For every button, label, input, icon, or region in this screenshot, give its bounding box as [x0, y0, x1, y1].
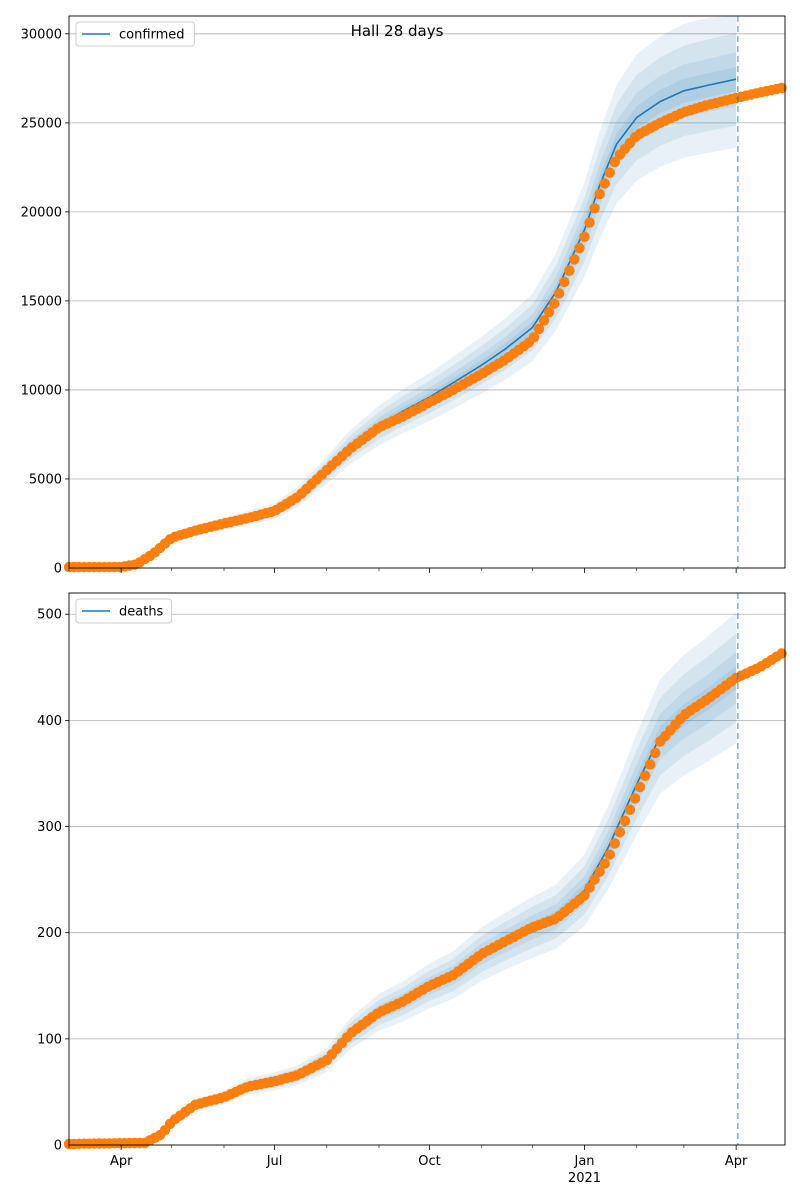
observed-point	[579, 890, 590, 901]
observed-point	[538, 315, 550, 326]
x-tick-label: Oct	[418, 1154, 440, 1169]
observed-point	[776, 82, 787, 94]
legend-label: confirmed	[119, 28, 185, 43]
legend-box	[75, 21, 195, 47]
observed-point	[604, 167, 615, 178]
observed-point	[619, 815, 631, 827]
y-tick-label: 25000	[21, 116, 62, 131]
x-tick-label: Jul	[266, 1154, 283, 1169]
observed-point	[609, 838, 620, 849]
observed-point	[533, 323, 545, 335]
plot-area	[69, 16, 785, 568]
legend: confirmed	[75, 21, 195, 47]
observed-point	[624, 804, 636, 815]
y-tick-label: 500	[37, 608, 62, 623]
y-tick-label: 15000	[21, 294, 62, 309]
observed-point	[594, 866, 605, 877]
observed-point	[645, 759, 656, 770]
observed-point	[609, 156, 620, 168]
deaths-panel: 0 100 200 300 400 500 Apr Jul Oct Jan 2021 Apr death…	[37, 592, 787, 1186]
axes-frame	[68, 592, 786, 1146]
observed-point	[589, 203, 600, 214]
chart-title: Hall 28 days	[351, 22, 444, 40]
observed-point	[564, 265, 575, 276]
observed-point	[599, 178, 610, 189]
observed-point	[574, 242, 585, 254]
observed-point	[584, 217, 595, 228]
x-tick-label: Apr	[110, 1154, 133, 1169]
y-tick-label: 100	[37, 1032, 62, 1047]
observed-point	[549, 298, 560, 309]
y-tick-label: 300	[37, 820, 62, 835]
observed-point	[599, 858, 610, 869]
y-tick-label: 0	[54, 562, 62, 577]
uncertainty-band	[69, 16, 737, 568]
observed-point	[543, 306, 555, 318]
legend: deaths	[75, 598, 173, 624]
y-tick-label: 30000	[21, 27, 62, 42]
y-tick-label: 200	[37, 926, 62, 941]
observed-point	[569, 254, 580, 265]
observed-point	[554, 288, 565, 299]
legend-label: deaths	[119, 605, 164, 620]
observed-point	[634, 781, 646, 793]
observed-point	[584, 882, 595, 893]
axes-frame	[68, 15, 786, 569]
plot-area	[69, 593, 785, 1145]
x-year-label: 2021	[568, 1171, 601, 1186]
y-tick-label: 10000	[21, 383, 62, 398]
uncertainty-band	[69, 612, 737, 1145]
x-tick-label: Apr	[725, 1154, 748, 1169]
legend-box	[75, 598, 173, 624]
uncertainty-band	[69, 32, 737, 568]
confirmed-panel: 0 5000 10000 15000 20000 25000 30000 confirmed	[21, 15, 787, 577]
observed-point	[589, 874, 600, 885]
observed-point	[594, 188, 605, 200]
observed-point	[640, 770, 651, 781]
x-tick-label: Jan	[573, 1154, 594, 1169]
observed-point	[559, 276, 570, 288]
y-tick-label: 5000	[29, 472, 62, 487]
uncertainty-band	[69, 52, 737, 568]
y-tick-label: 400	[37, 714, 62, 729]
y-tick-label: 0	[54, 1139, 62, 1154]
observed-point	[614, 827, 626, 838]
observed-point	[528, 332, 540, 343]
observed-point	[579, 231, 590, 242]
observed-point	[604, 849, 615, 860]
y-tick-label: 20000	[21, 205, 62, 220]
observed-point	[650, 747, 661, 759]
observed-point	[776, 648, 787, 659]
observed-point	[629, 793, 641, 804]
